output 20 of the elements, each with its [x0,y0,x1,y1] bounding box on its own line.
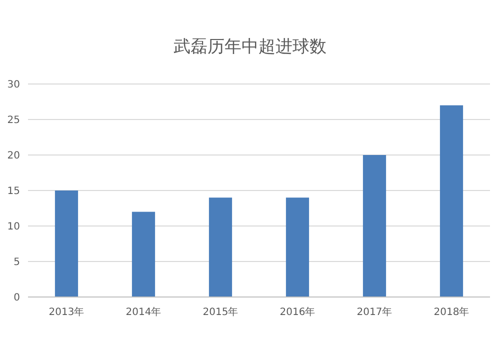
bar [54,190,78,297]
x-tick-label: 2014年 [126,306,162,318]
y-tick-label: 15 [7,186,20,197]
y-tick-label: 20 [7,150,20,162]
bar [132,212,156,297]
bar [440,105,464,297]
bar [362,155,386,297]
x-tick-label: 2017年 [356,306,392,318]
y-tick-label: 30 [7,80,20,90]
y-tick-label: 5 [14,257,20,268]
bar [208,198,232,297]
y-tick-label: 25 [7,115,20,126]
chart-title: 武磊历年中超进球数 [174,37,326,57]
bar [286,198,310,297]
x-tick-label: 2016年 [280,306,316,318]
x-tick-label: 2015年 [202,306,238,318]
x-tick-label: 2013年 [48,306,84,318]
x-tick-label: 2018年 [434,306,470,318]
y-tick-label: 0 [14,292,20,304]
y-tick-label: 10 [7,222,20,232]
